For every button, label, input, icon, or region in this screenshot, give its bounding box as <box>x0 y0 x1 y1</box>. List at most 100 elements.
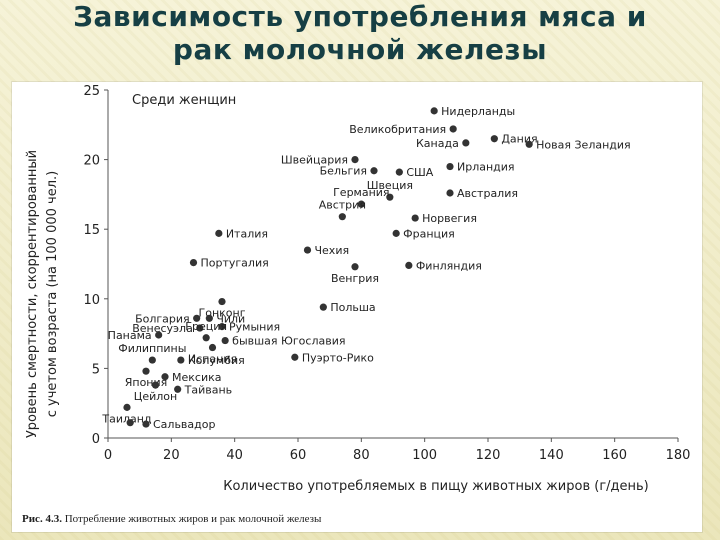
figure-caption: Рис. 4.3. Потребление животных жиров и р… <box>22 513 321 525</box>
point-label: США <box>406 166 433 179</box>
x-tick-label: 0 <box>104 448 112 463</box>
axis-ticks: 0 20 40 60 80 100 120 140 160 180 0 5 10 15 20 25 <box>83 84 690 463</box>
scatter-point <box>291 353 299 361</box>
scatter-point <box>338 213 346 221</box>
point-label: Филиппины <box>118 342 186 355</box>
point-label: Великобритания <box>349 123 446 136</box>
point-label: Канада <box>416 137 459 150</box>
scatter-point <box>462 139 470 147</box>
x-tick-label: 40 <box>226 448 243 463</box>
scatter-point <box>123 403 131 411</box>
point-label: Польша <box>330 301 375 314</box>
scatter-point <box>446 162 454 171</box>
scatter-point <box>142 420 150 428</box>
scatter-point <box>303 246 312 254</box>
scatter-point <box>357 200 365 208</box>
point-label: Австрия <box>319 199 366 212</box>
x-tick-label: 160 <box>602 448 627 463</box>
chart-figure: 0 20 40 60 80 100 120 140 160 180 0 5 10 15 20 25 Нидер… <box>12 82 702 532</box>
point-label: Колумбия <box>188 354 245 367</box>
scatter-point <box>189 259 198 267</box>
point-label: Новая Зеландия <box>536 138 631 151</box>
scatter-point <box>525 140 533 148</box>
x-tick-label: 60 <box>290 448 307 463</box>
point-label: Тайвань <box>184 383 233 396</box>
point-label: Финляндия <box>416 259 482 272</box>
caption-text: Потребление животных жиров и рак молочно… <box>64 513 322 525</box>
x-axis-label: Количество употребляемых в пищу животных… <box>223 479 649 494</box>
x-tick-label: 180 <box>666 448 691 463</box>
point-label: Цейлон <box>134 390 177 403</box>
point-label: Япония <box>125 376 168 389</box>
title-line-1: Зависимость употребления мяса и <box>73 0 647 33</box>
point-label: Ирландия <box>457 161 515 174</box>
scatter-point <box>392 229 400 237</box>
y-tick-label: 0 <box>92 432 100 447</box>
title-line-2: рак молочной железы <box>172 33 548 66</box>
scatter-point <box>161 373 169 381</box>
point-label: Италия <box>226 227 268 240</box>
x-tick-label: 20 <box>163 448 180 463</box>
point-label: Пуэрто-Рико <box>302 351 374 364</box>
scatter-point <box>218 297 226 306</box>
point-label: Испания <box>188 353 237 366</box>
y-tick-label: 20 <box>83 154 100 169</box>
scatter-point <box>370 167 378 175</box>
point-label: Германия <box>333 186 389 199</box>
scatter-point <box>142 367 150 375</box>
scatter-point <box>202 334 210 342</box>
scatter-point <box>177 356 185 364</box>
scatter-point <box>319 303 327 311</box>
scatter-point <box>148 356 156 364</box>
slide-title: Зависимость употребления мяса и рак моло… <box>0 0 720 66</box>
point-label: Румыния <box>229 321 280 334</box>
point-label: Венгрия <box>331 272 379 285</box>
point-label: Чили <box>216 312 245 325</box>
chart-annotation: Среди женщин <box>132 93 236 108</box>
scatter-point <box>221 336 229 345</box>
x-tick-label: 120 <box>476 448 501 463</box>
scatter-point <box>196 324 204 332</box>
scatter-point <box>218 323 226 331</box>
scatter-point <box>155 331 163 339</box>
scatter-point <box>126 419 134 427</box>
point-label: Португалия <box>201 257 269 270</box>
scatter-point <box>411 214 419 222</box>
point-label: Сальвадор <box>153 418 215 431</box>
y-tick-label: 5 <box>92 362 100 377</box>
scatter-point <box>174 385 182 393</box>
x-tick-label: 100 <box>412 448 437 463</box>
scatter-point <box>351 156 359 164</box>
scatter-point <box>405 261 413 269</box>
point-label: Нидерланды <box>441 105 515 118</box>
point-label: Норвегия <box>422 212 477 225</box>
scatter-point <box>151 381 160 389</box>
caption-label: Рис. 4.3. <box>22 513 62 525</box>
scatter-point <box>490 135 498 143</box>
point-label: Болгария <box>135 312 190 325</box>
point-label: Таиланд <box>101 412 152 425</box>
point-label: Мексика <box>172 371 221 384</box>
scatter-point <box>193 314 201 322</box>
scatter-point <box>205 314 213 322</box>
point-label: Швеция <box>367 179 413 192</box>
scatter-point <box>395 168 403 176</box>
point-label: Греция <box>185 320 227 333</box>
y-axis-label-line-1: Уровень смертности, скоррентированный <box>25 150 40 438</box>
chart-axes <box>107 90 678 439</box>
y-tick-label: 15 <box>83 223 100 238</box>
point-label: Франция <box>403 227 455 240</box>
y-axis-label-line-2: с учетом возраста (на 100 000 чел.) <box>45 171 60 417</box>
scatter-point <box>430 107 438 115</box>
y-tick-label: 10 <box>83 293 100 308</box>
x-tick-label: 80 <box>353 448 370 463</box>
scatter-chart: 0 20 40 60 80 100 120 140 160 180 0 5 10 15 20 25 Нидер… <box>25 84 690 494</box>
point-label: Швейцария <box>281 154 348 167</box>
point-label: Венесуэла <box>132 322 193 335</box>
scatter-point <box>449 125 457 133</box>
x-tick-label: 140 <box>539 448 564 463</box>
scatter-point <box>386 193 394 201</box>
scatter-point <box>215 229 223 237</box>
point-label: бывшая Югославия <box>232 335 345 348</box>
